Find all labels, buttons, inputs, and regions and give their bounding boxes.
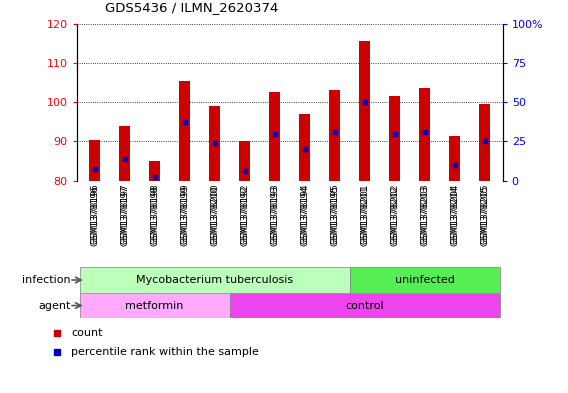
Text: GSM1378193: GSM1378193 <box>270 185 279 246</box>
Text: GSM1378200: GSM1378200 <box>210 185 219 246</box>
Text: GDS5436 / ILMN_2620374: GDS5436 / ILMN_2620374 <box>105 1 278 14</box>
Bar <box>119 126 130 181</box>
Text: GSM1378193: GSM1378193 <box>270 184 279 244</box>
Bar <box>329 90 340 181</box>
Text: metformin: metformin <box>126 301 184 310</box>
Text: GSM1378203: GSM1378203 <box>420 185 429 246</box>
Text: percentile rank within the sample: percentile rank within the sample <box>71 347 259 357</box>
Text: GSM1378192: GSM1378192 <box>240 185 249 246</box>
Bar <box>299 114 310 181</box>
Text: GSM1378194: GSM1378194 <box>300 185 309 246</box>
Text: GSM1378192: GSM1378192 <box>240 184 249 244</box>
Bar <box>210 106 220 181</box>
Text: GSM1378205: GSM1378205 <box>480 185 489 246</box>
Bar <box>350 267 500 293</box>
Bar <box>229 293 500 318</box>
Bar <box>149 161 160 181</box>
Text: GSM1378202: GSM1378202 <box>390 184 399 244</box>
Text: GSM1378204: GSM1378204 <box>450 185 459 246</box>
Text: GSM1378195: GSM1378195 <box>330 185 339 246</box>
Text: GSM1378203: GSM1378203 <box>420 184 429 244</box>
Text: GSM1378199: GSM1378199 <box>180 184 189 244</box>
Bar <box>449 136 460 181</box>
Text: Mycobacterium tuberculosis: Mycobacterium tuberculosis <box>136 275 293 285</box>
Bar <box>89 140 100 181</box>
Bar <box>390 96 400 181</box>
Text: GSM1378204: GSM1378204 <box>450 184 459 244</box>
Text: GSM1378198: GSM1378198 <box>150 185 159 246</box>
Text: agent: agent <box>39 301 71 310</box>
Text: GSM1378200: GSM1378200 <box>210 184 219 244</box>
Bar <box>179 81 190 181</box>
Text: control: control <box>345 301 384 310</box>
Text: GSM1378195: GSM1378195 <box>330 184 339 244</box>
Text: GSM1378196: GSM1378196 <box>90 184 99 244</box>
Text: GSM1378196: GSM1378196 <box>90 185 99 246</box>
Text: GSM1378194: GSM1378194 <box>300 184 309 244</box>
Text: infection: infection <box>22 275 71 285</box>
Bar <box>80 267 350 293</box>
Text: GSM1378202: GSM1378202 <box>390 185 399 246</box>
Bar <box>80 293 229 318</box>
Bar <box>479 104 490 181</box>
Text: GSM1378198: GSM1378198 <box>150 184 159 244</box>
Bar <box>360 41 370 181</box>
Bar <box>240 141 250 181</box>
Text: GSM1378197: GSM1378197 <box>120 185 129 246</box>
Text: GSM1378201: GSM1378201 <box>360 185 369 246</box>
Text: GSM1378197: GSM1378197 <box>120 184 129 244</box>
Bar <box>269 92 280 181</box>
Text: count: count <box>71 328 102 338</box>
Text: GSM1378201: GSM1378201 <box>360 184 369 244</box>
Text: GSM1378199: GSM1378199 <box>180 185 189 246</box>
Bar <box>419 88 430 181</box>
Text: uninfected: uninfected <box>395 275 454 285</box>
Text: GSM1378205: GSM1378205 <box>480 184 489 244</box>
